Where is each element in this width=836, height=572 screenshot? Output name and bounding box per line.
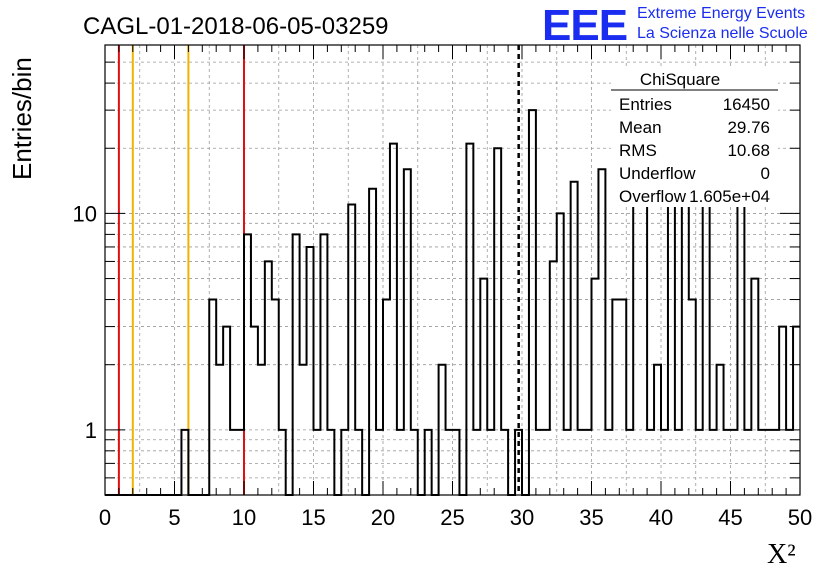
- stats-label-entries: Entries: [619, 95, 672, 114]
- x-tick-label: 35: [579, 505, 603, 530]
- x-tick-label: 40: [649, 505, 673, 530]
- histogram-bin: [272, 300, 279, 495]
- logo-subtitle-1: Extreme Energy Events: [637, 5, 805, 22]
- marker-lines: [117, 45, 520, 495]
- histogram-bin: [619, 300, 626, 495]
- stats-title: ChiSquare: [640, 70, 720, 89]
- histogram-bin: [466, 144, 473, 495]
- histogram-bin: [571, 182, 578, 495]
- eee-logo: EEE: [542, 1, 627, 50]
- logo-subtitle-2: La Scienza nelle Scuole: [637, 25, 808, 42]
- histogram-bin: [779, 327, 786, 495]
- histogram-bin: [209, 300, 216, 495]
- x-tick-label: 10: [232, 505, 256, 530]
- x-tick-label: 45: [718, 505, 742, 530]
- stats-label-rms: RMS: [619, 141, 657, 160]
- histogram-bin: [793, 327, 800, 495]
- tick-labels: 0 5 10 15 20 25 30 35 40 45 50 1 10: [73, 201, 813, 530]
- x-tick-label: 20: [371, 505, 395, 530]
- histogram-bin: [383, 300, 390, 495]
- histogram-bin: [390, 144, 397, 495]
- histogram-bin: [557, 213, 564, 495]
- histogram-bin: [307, 247, 314, 495]
- histogram-bin: [529, 110, 536, 495]
- y-tick-label: 10: [73, 201, 97, 226]
- histogram-bin: [689, 300, 696, 495]
- stats-label-overflow: Overflow: [619, 187, 687, 206]
- stats-value-mean: 29.76: [727, 118, 770, 137]
- plot-frame: [104, 44, 801, 496]
- x-tick-label: 5: [168, 505, 180, 530]
- histogram-bin: [251, 327, 258, 495]
- stats-value-overflow: 1.605e+04: [689, 187, 770, 206]
- histogram-bin: [223, 327, 230, 495]
- histogram-bin: [598, 169, 605, 495]
- histogram-bin: [751, 279, 758, 495]
- histogram-bin: [494, 148, 501, 495]
- axis-ticks: [104, 45, 801, 495]
- x-tick-label: 25: [440, 505, 464, 530]
- histogram-bin: [550, 261, 557, 495]
- histogram-bin: [265, 261, 272, 495]
- stats-label-mean: Mean: [619, 118, 662, 137]
- stats-value-entries: 16450: [723, 95, 770, 114]
- stats-box: ChiSquare Entries 16450 Mean 29.76 RMS 1…: [611, 67, 778, 207]
- histogram-bin: [592, 279, 599, 495]
- x-tick-label: 0: [99, 505, 111, 530]
- x-tick-label: 50: [788, 505, 812, 530]
- stats-label-underflow: Underflow: [619, 164, 696, 183]
- y-tick-label: 1: [85, 418, 97, 443]
- histogram-bin: [612, 300, 619, 495]
- x-tick-label: 30: [510, 505, 534, 530]
- histogram-bin: [404, 169, 411, 495]
- x-tick-label: 15: [301, 505, 325, 530]
- chart-title: CAGL-01-2018-06-05-03259: [83, 13, 389, 40]
- stats-value-rms: 10.68: [727, 141, 770, 160]
- x-axis-label: X²: [767, 539, 796, 570]
- stats-value-underflow: 0: [761, 164, 770, 183]
- histogram-bin: [348, 204, 355, 495]
- histogram-bin: [480, 279, 487, 495]
- y-axis-label: Entries/bin: [7, 57, 37, 180]
